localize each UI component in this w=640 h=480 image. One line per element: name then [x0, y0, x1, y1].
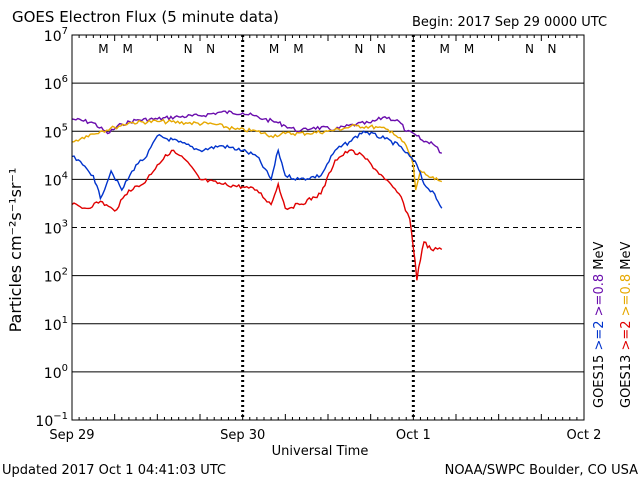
noon-marker: N [206, 42, 215, 56]
series-line-1 [71, 118, 443, 191]
series-line-0 [71, 110, 443, 154]
y-tick-label: 102 [44, 267, 68, 286]
legend-entry: >=2 [619, 320, 634, 354]
data-series [71, 110, 443, 281]
y-tick-label: 101 [44, 315, 68, 334]
x-tick-labels: Sep 29 Sep 30 Oct 1 Oct 2 [49, 428, 601, 443]
y-tick-label: 105 [44, 122, 68, 141]
midnight-marker: M [440, 42, 450, 56]
plot-frame [71, 34, 585, 421]
legend-column: GOES15 >=2 >=0.8 MeV [592, 242, 607, 408]
x-axis-label: Universal Time [272, 444, 369, 459]
legend-entry: >=2 [592, 320, 607, 354]
begin-time: Begin: 2017 Sep 29 0000 UTC [412, 15, 607, 30]
y-tick-label: 103 [44, 219, 68, 238]
grid-lines [72, 34, 584, 421]
legend-entry: MeV [619, 242, 634, 274]
noon-marker: N [184, 42, 193, 56]
y-tick-label: 104 [44, 170, 68, 189]
legend-entry: GOES13 [619, 355, 634, 408]
legend-entry: GOES15 [592, 355, 607, 408]
series-line-2 [71, 130, 443, 209]
midnight-marker: M [98, 42, 108, 56]
legend-entry: MeV [592, 242, 607, 274]
legend-entry: >=0.8 [619, 274, 634, 321]
legend-column: GOES13 >=2 >=0.8 MeV [619, 242, 634, 408]
credit-text: NOAA/SWPC Boulder, CO USA [445, 463, 638, 478]
noon-marker: N [548, 42, 557, 56]
y-tick-label: 100 [44, 363, 68, 382]
x-tick-label: Sep 30 [220, 428, 265, 443]
y-tick-label: 106 [44, 74, 68, 93]
legend-entry: >=0.8 [592, 274, 607, 321]
y-tick-label: 10−1 [35, 411, 68, 430]
midnight-marker: M [123, 42, 133, 56]
noon-marker: N [354, 42, 363, 56]
y-tick-label: 107 [44, 26, 68, 45]
midnight-marker: M [293, 42, 303, 56]
y-axis-label: Particles cm⁻²s⁻¹sr⁻¹ [6, 168, 25, 333]
x-tick-label: Oct 2 [567, 428, 602, 443]
x-tick-label: Oct 1 [396, 428, 431, 443]
noon-marker: N [525, 42, 534, 56]
x-tick-label: Sep 29 [49, 428, 94, 443]
series-line-3 [71, 149, 443, 281]
midnight-marker: M [269, 42, 279, 56]
noon-marker: N [377, 42, 386, 56]
chart-title: GOES Electron Flux (5 minute data) [12, 8, 279, 26]
midnight-marker: M [464, 42, 474, 56]
updated-timestamp: Updated 2017 Oct 1 04:41:03 UTC [2, 463, 226, 478]
y-tick-labels: 107 106 105 104 103 102 101 100 10−1 [35, 26, 68, 430]
